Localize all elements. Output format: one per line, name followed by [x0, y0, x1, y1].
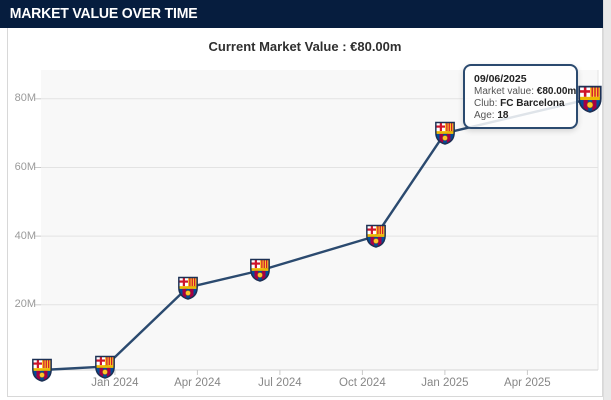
chart-canvas[interactable]: 09/06/2025 Market value: €80.00m Club: FC… [8, 28, 602, 396]
tooltip-row: Club: FC Barcelona [474, 98, 567, 109]
tooltip-row-label: Club: [474, 98, 498, 109]
data-point[interactable] [94, 355, 116, 379]
x-axis-label: Apr 2024 [174, 377, 221, 389]
tooltip-rows: Market value: €80.00m Club: FC Barcelona A… [474, 86, 576, 121]
data-point[interactable] [434, 121, 456, 145]
current-market-value-text: Current Market Value : €80.00m [208, 39, 402, 54]
y-axis-label: 80M [14, 92, 36, 105]
fc-barcelona-crest-icon [577, 85, 603, 113]
tooltip-row: Age: 18 [474, 110, 567, 121]
x-axis-label: Oct 2024 [339, 377, 386, 389]
fc-barcelona-crest-icon [177, 276, 199, 300]
x-axis-label: Jan 2025 [421, 377, 469, 389]
tooltip-date: 09/06/2025 [474, 73, 527, 85]
data-point[interactable] [249, 258, 271, 282]
tooltip-row: Market value: €80.00m [474, 86, 576, 97]
tooltip-row-label: Age: [474, 110, 495, 121]
data-point[interactable] [31, 358, 53, 382]
x-axis-label: Jul 2024 [258, 377, 302, 389]
data-point-hovered[interactable] [577, 85, 603, 113]
chart-tooltip: 09/06/2025 Market value: €80.00m Club: FC… [463, 64, 578, 129]
data-point[interactable] [177, 276, 199, 300]
tooltip-row-value: FC Barcelona [497, 98, 565, 109]
fc-barcelona-crest-icon [94, 355, 116, 379]
x-axis-label: Apr 2025 [504, 377, 551, 389]
section-header: MARKET VALUE OVER TIME [0, 0, 603, 28]
data-point[interactable] [365, 224, 387, 248]
tooltip-row-value: 18 [494, 110, 509, 121]
y-axis-label: 20M [14, 298, 36, 311]
x-axis-label: Jan 2024 [91, 377, 139, 389]
y-axis-label: 60M [14, 160, 36, 173]
fc-barcelona-crest-icon [365, 224, 387, 248]
fc-barcelona-crest-icon [31, 358, 53, 382]
y-axis-label: 40M [14, 229, 36, 242]
section-title: MARKET VALUE OVER TIME [9, 6, 198, 22]
fc-barcelona-crest-icon [249, 258, 271, 282]
market-value-card: Current Market Value : €80.00m 09/06/202… [7, 28, 603, 397]
page-right-gutter [603, 0, 611, 400]
fc-barcelona-crest-icon [434, 121, 456, 145]
tooltip-row-value: €80.00m [534, 86, 577, 97]
tooltip-row-label: Market value: [474, 86, 535, 97]
